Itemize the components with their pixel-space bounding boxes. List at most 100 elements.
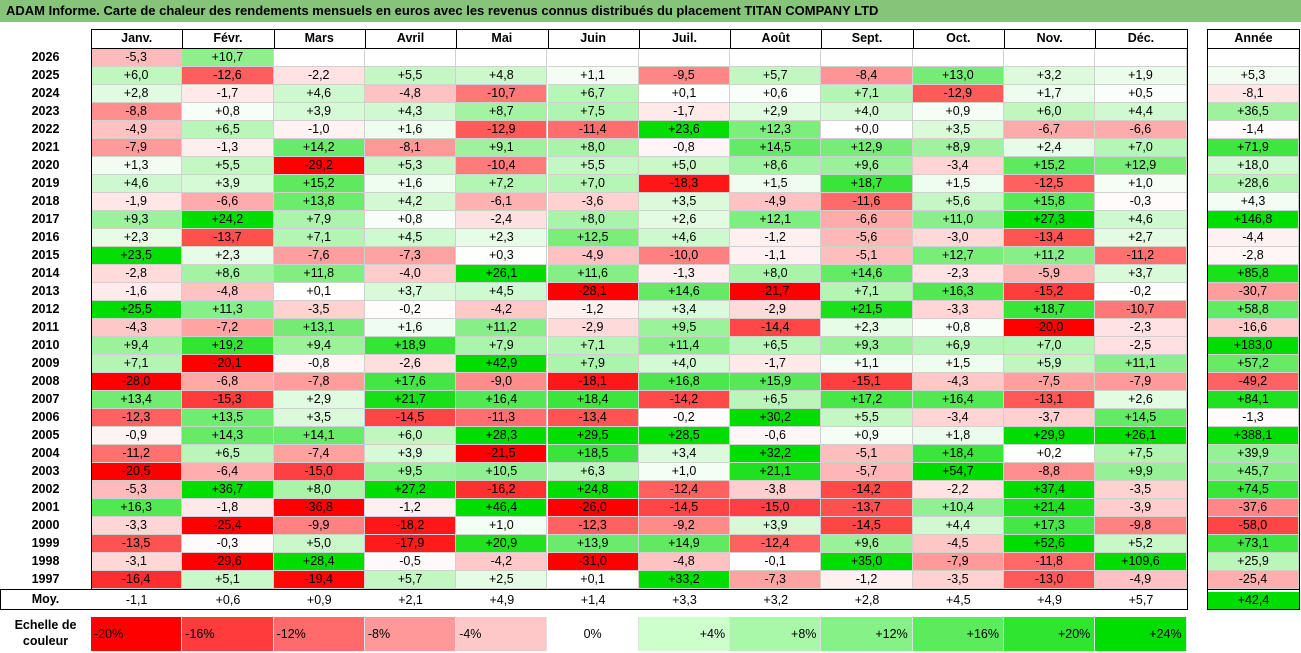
row-year-label: 2024 <box>31 86 60 100</box>
row-year-label: 2002 <box>31 482 60 496</box>
heatmap-cell: -9,2 <box>638 517 731 535</box>
heatmap-cell: -7,9 <box>1095 373 1187 391</box>
heatmap-cell: +4,5 <box>364 229 457 247</box>
heatmap-cell: +5,0 <box>638 157 731 175</box>
legend-swatch: -20% <box>91 617 183 651</box>
heatmap-cell: +13,0 <box>912 67 1004 85</box>
heatmap-cell: -1,7 <box>638 103 731 121</box>
heatmap-cell: +18,5 <box>547 445 639 463</box>
heatmap-cell: -3,5 <box>273 301 365 319</box>
heatmap-cell: +15,2 <box>1004 157 1096 175</box>
heatmap-cell: +2,9 <box>730 103 822 121</box>
heatmap-cell: -15,0 <box>273 463 365 481</box>
heatmap-cell: -20,0 <box>1004 319 1096 337</box>
heatmap-cell: -3,6 <box>547 193 639 211</box>
heatmap-cell: +12,9 <box>1095 157 1187 175</box>
heatmap-cell: -18,3 <box>638 175 731 193</box>
heatmap-cell: +1,5 <box>912 355 1004 373</box>
row-year-label: 2015 <box>31 248 60 262</box>
annual-cell: -16,6 <box>1208 319 1299 337</box>
heatmap-cell: -12,5 <box>1004 175 1096 193</box>
heatmap-cell: -4,8 <box>364 85 457 103</box>
heatmap-cell: -14,5 <box>364 409 457 427</box>
row-year-label: 2014 <box>31 266 60 280</box>
heatmap-cell: -15,3 <box>182 391 274 409</box>
row-year-label: 2026 <box>31 50 60 64</box>
row-year-label: 2003 <box>31 464 60 478</box>
row-year-label: 1998 <box>31 554 60 568</box>
heatmap-cell: -14,5 <box>638 499 731 517</box>
header-separator <box>912 29 914 48</box>
row-year-label: 2022 <box>31 122 60 136</box>
heatmap-cell: -13,4 <box>547 409 639 427</box>
annual-cell: +28,6 <box>1208 175 1299 193</box>
heatmap-cell: -18,2 <box>364 517 457 535</box>
heatmap-cell: -1,2 <box>547 301 639 319</box>
heatmap-cell: +13,8 <box>273 193 365 211</box>
annual-cell: +85,8 <box>1208 265 1299 283</box>
header-separator <box>730 29 732 48</box>
header-separator <box>1004 29 1005 48</box>
heatmap-cell: -14,4 <box>730 319 822 337</box>
heatmap-cell: +42,9 <box>456 355 548 373</box>
legend-swatch: +24% <box>1095 617 1187 651</box>
heatmap-cell: -0,2 <box>638 409 731 427</box>
month-header: Mars <box>304 31 334 45</box>
heatmap-cell: +24,2 <box>182 211 274 229</box>
heatmap-cell: -13,1 <box>1004 391 1096 409</box>
heatmap-cell: -11,2 <box>91 445 183 463</box>
heatmap-cell: +4,0 <box>638 355 731 373</box>
heatmap-cell: -7,3 <box>364 247 457 265</box>
heatmap-cell: +7,1 <box>821 85 913 103</box>
heatmap-cell: +8,7 <box>456 103 548 121</box>
heatmap-cell: +5,6 <box>912 193 1004 211</box>
heatmap-cell: -3,9 <box>1095 499 1187 517</box>
heatmap-cell: -0,5 <box>364 553 457 571</box>
heatmap-cell: -10,7 <box>1095 301 1187 319</box>
heatmap-cell: +0,9 <box>912 103 1004 121</box>
heatmap-cell: +16,8 <box>638 373 731 391</box>
heatmap-cell: -14,5 <box>821 517 913 535</box>
heatmap-cell: +11,6 <box>547 265 639 283</box>
heatmap-cell: +4,0 <box>821 103 913 121</box>
month-header: Avril <box>396 31 425 45</box>
heatmap-cell: +5,1 <box>182 571 274 589</box>
heatmap-cell: +12,1 <box>730 211 822 229</box>
heatmap-cell: +18,4 <box>547 391 639 409</box>
heatmap-cell: -9,9 <box>273 517 365 535</box>
header-separator <box>547 29 549 48</box>
month-header: Janv. <box>121 31 153 45</box>
heatmap-cell: -8,1 <box>364 139 457 157</box>
row-year-label: 2018 <box>31 194 60 208</box>
heatmap-cell: +2,4 <box>1004 139 1096 157</box>
heatmap-cell: +16,3 <box>91 499 183 517</box>
heatmap-cell: +1,8 <box>912 427 1004 445</box>
heatmap-cell: -12,4 <box>730 535 822 553</box>
heatmap-cell: +9,3 <box>91 211 183 229</box>
heatmap-cell: -13,0 <box>1004 571 1096 589</box>
annual-cell: +39,9 <box>1208 445 1299 463</box>
annual-cell: +57,2 <box>1208 355 1299 373</box>
heatmap-cell: +18,4 <box>912 445 1004 463</box>
heatmap-cell: +9,9 <box>1095 463 1187 481</box>
heatmap-cell: +4,8 <box>456 67 548 85</box>
heatmap-cell: +14,2 <box>273 139 365 157</box>
heatmap-cell: -2,4 <box>456 211 548 229</box>
heatmap-cell: -7,2 <box>182 319 274 337</box>
heatmap-cell: -1,8 <box>182 499 274 517</box>
heatmap-cell: +3,9 <box>730 517 822 535</box>
heatmap-cell: +3,4 <box>638 301 731 319</box>
heatmap-cell: +11,4 <box>638 337 731 355</box>
heatmap-cell: -4,2 <box>456 553 548 571</box>
heatmap-cell: +17,3 <box>1004 517 1096 535</box>
heatmap-cell: -31,0 <box>547 553 639 571</box>
heatmap-cell: -9,5 <box>638 67 731 85</box>
row-year-label: 1999 <box>31 536 60 550</box>
heatmap-cell: +4,6 <box>273 85 365 103</box>
heatmap-cell: +29,9 <box>1004 427 1096 445</box>
average-cell: +3,2 <box>763 593 789 607</box>
heatmap-cell: +3,2 <box>1004 67 1096 85</box>
heatmap-cell: +3,9 <box>182 175 274 193</box>
heatmap-cell: +8,9 <box>912 139 1004 157</box>
legend-swatch: +20% <box>1004 617 1096 651</box>
